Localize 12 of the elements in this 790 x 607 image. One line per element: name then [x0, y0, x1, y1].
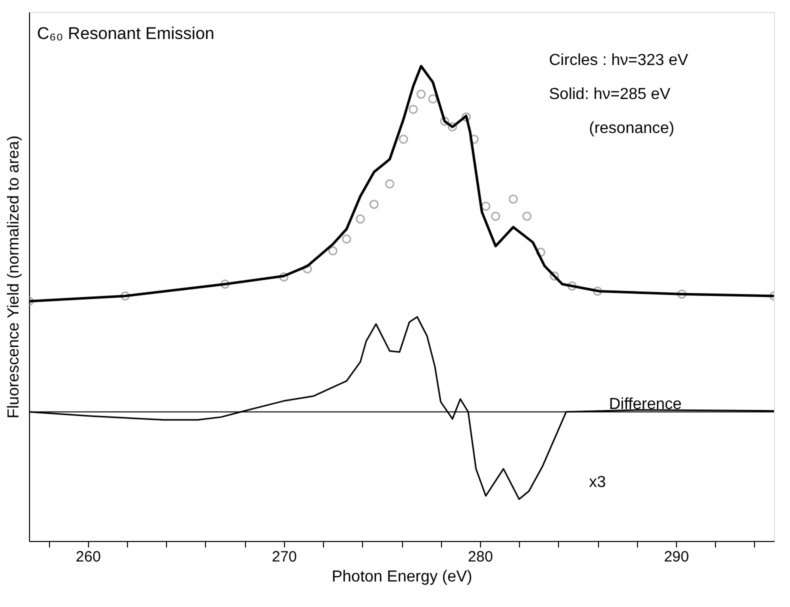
x-axis-title: Photon Energy (eV): [332, 568, 472, 586]
chart-title: C₆₀ Resonant Emission: [37, 24, 214, 43]
x-tick-label: 260: [76, 548, 101, 566]
annotation: x3: [589, 474, 606, 491]
x-tick-label: 270: [272, 548, 297, 566]
annotation: Circles : hν=323 eV: [549, 52, 689, 69]
annotation: Solid: hν=285 eV: [549, 86, 671, 103]
x-tick-label: 290: [664, 548, 689, 566]
x-tick-label: 280: [468, 548, 493, 566]
annotation: Difference: [609, 396, 682, 413]
y-axis-title: Fluorescence Yield (normalized to area): [6, 136, 22, 418]
annotation: (resonance): [589, 120, 674, 137]
